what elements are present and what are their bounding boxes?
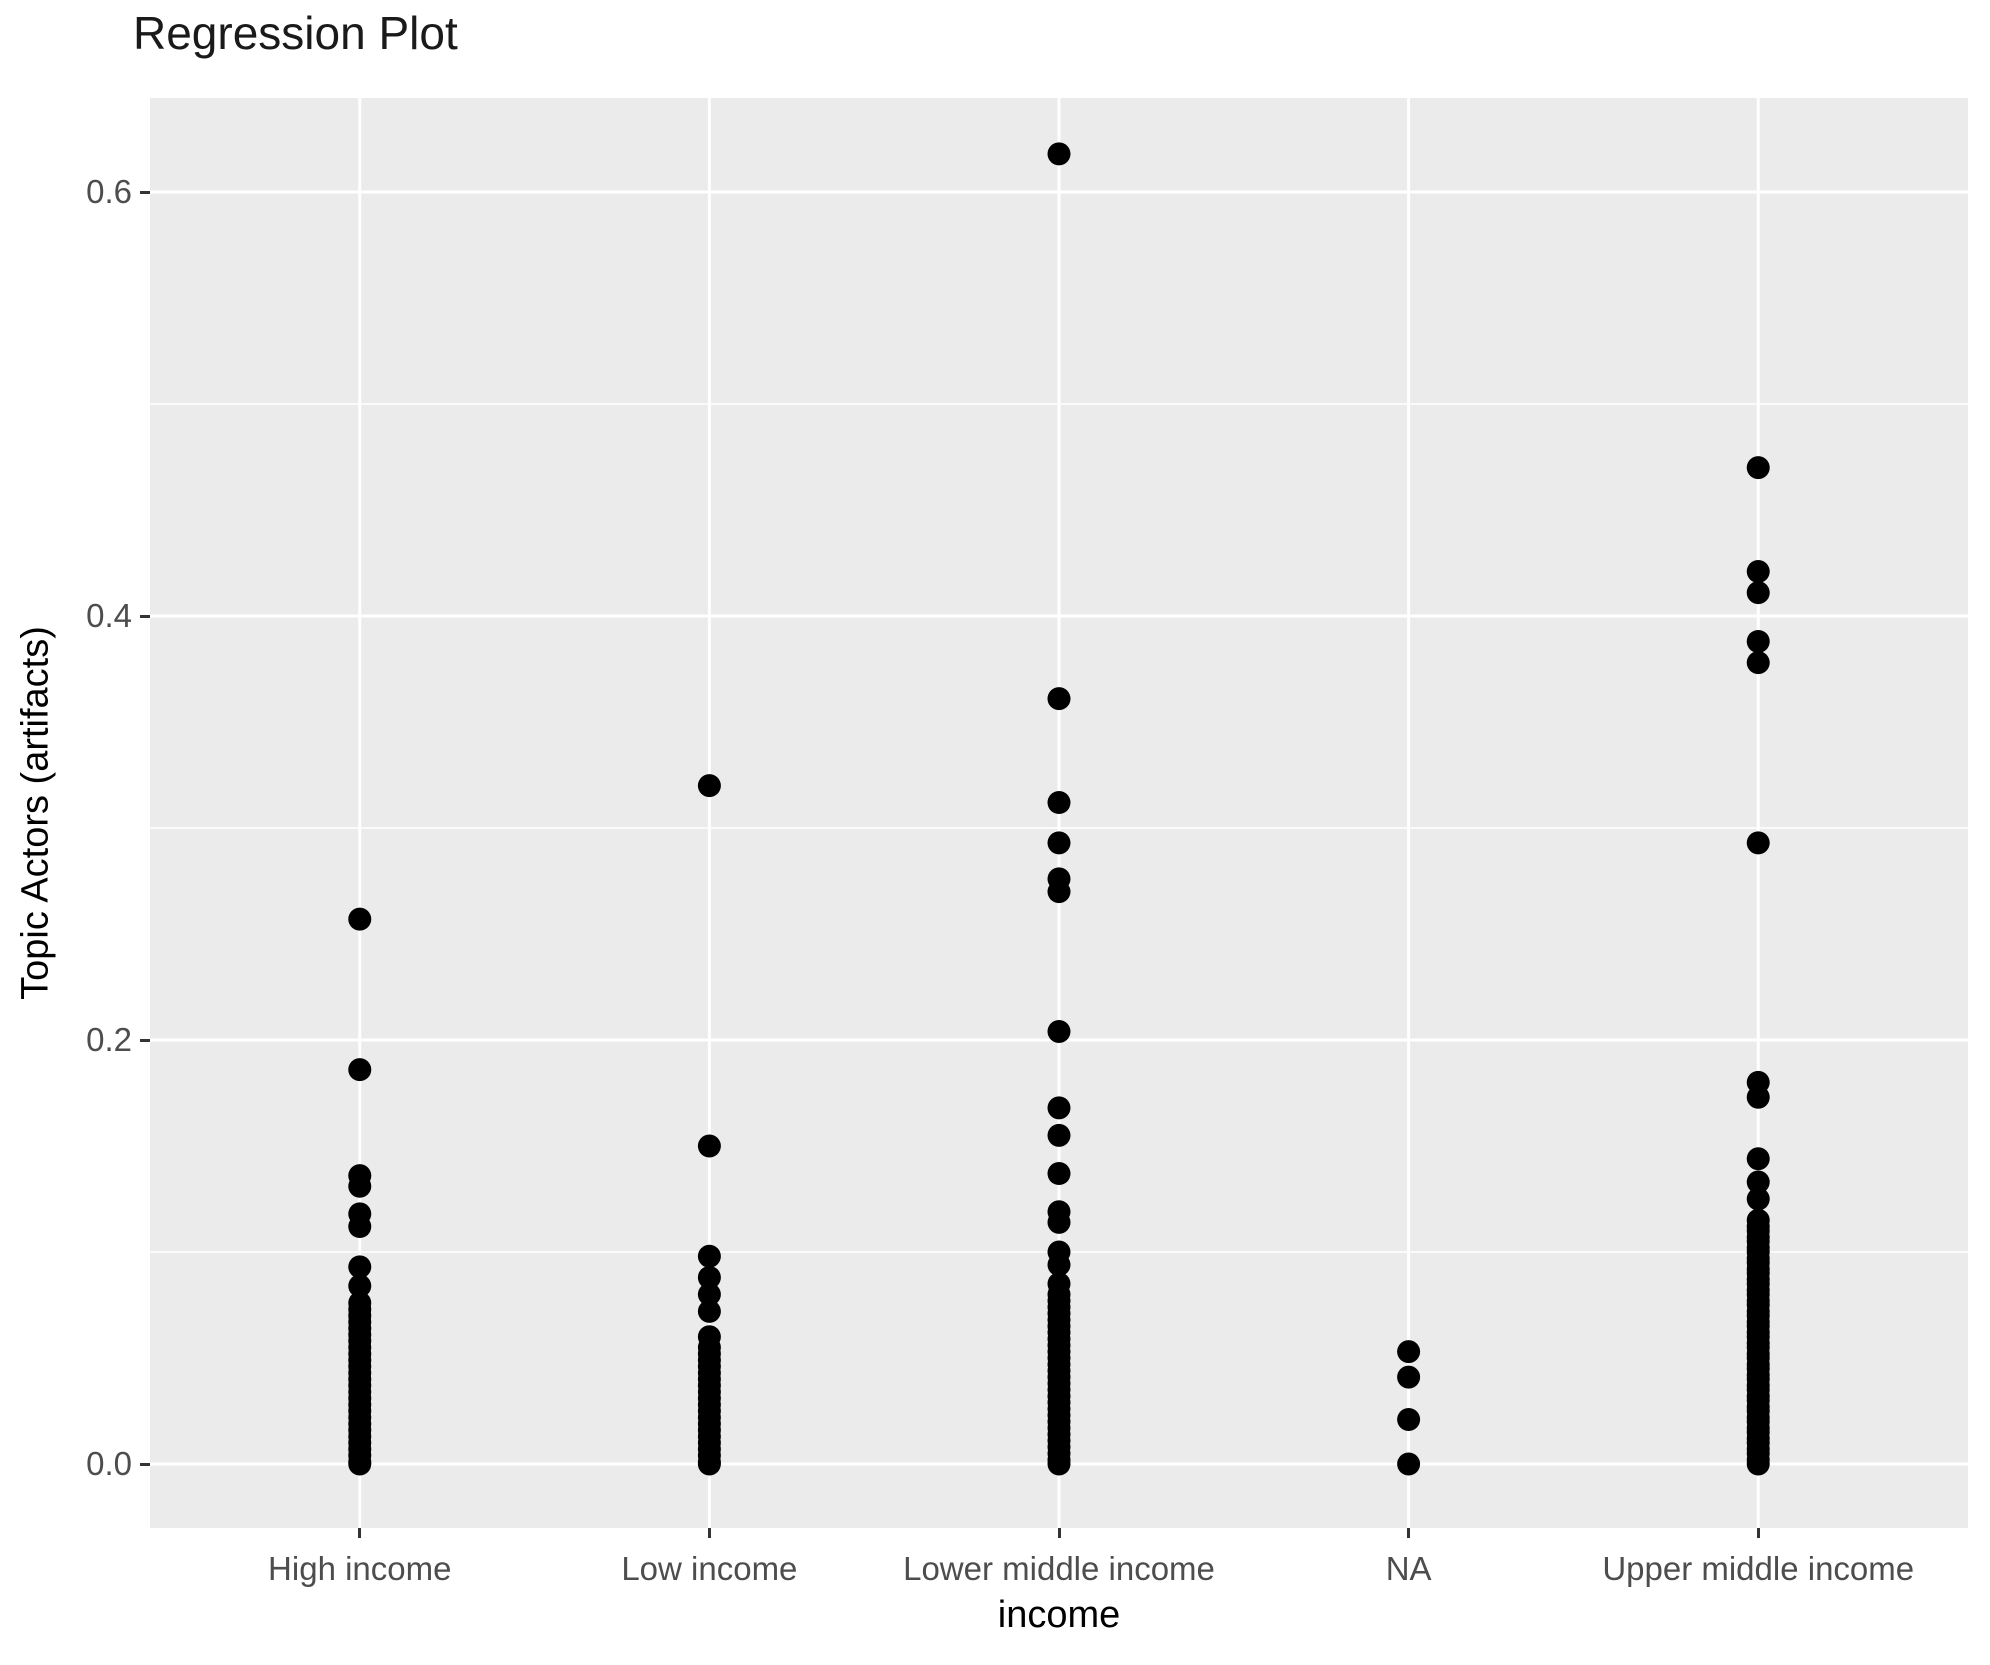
data-point: [348, 1274, 372, 1298]
data-point: [1746, 581, 1770, 605]
data-point: [1047, 1020, 1071, 1044]
x-tick-label: Upper middle income: [1602, 1550, 1915, 1587]
data-point: [697, 1244, 721, 1268]
x-tick-mark: [1407, 1528, 1411, 1538]
plot-title: Regression Plot: [133, 7, 458, 59]
y-tick-mark: [140, 190, 150, 194]
data-point: [697, 1452, 721, 1476]
x-tick-mark: [707, 1528, 711, 1538]
data-point: [348, 1058, 372, 1082]
data-point: [697, 1134, 721, 1158]
data-point: [1746, 1085, 1770, 1109]
y-tick-label: 0.6: [86, 173, 132, 210]
data-point: [348, 907, 372, 931]
data-point: [1047, 1096, 1071, 1120]
data-point: [348, 1215, 372, 1239]
y-tick-label: 0.4: [86, 597, 132, 634]
data-point: [1746, 456, 1770, 480]
data-point: [1746, 1170, 1770, 1194]
y-tick-label: 0.0: [86, 1445, 132, 1482]
data-point: [1746, 651, 1770, 675]
data-point: [1047, 1452, 1071, 1476]
data-point: [1047, 880, 1071, 904]
data-point: [697, 1265, 721, 1289]
data-point: [1746, 1187, 1770, 1211]
data-point: [697, 774, 721, 798]
data-point: [1047, 791, 1071, 815]
y-tick-mark: [140, 614, 150, 618]
data-point: [1397, 1407, 1421, 1431]
x-tick-label: High income: [268, 1550, 452, 1587]
data-point: [1397, 1452, 1421, 1476]
data-point: [1746, 629, 1770, 653]
data-point: [1047, 1253, 1071, 1277]
data-point: [1746, 1147, 1770, 1171]
data-point: [1397, 1340, 1421, 1364]
data-point: [348, 1255, 372, 1279]
data-point: [697, 1299, 721, 1323]
x-tick-label: Lower middle income: [903, 1550, 1215, 1587]
x-tick-label: Low income: [621, 1550, 798, 1587]
x-tick-mark: [1756, 1528, 1760, 1538]
y-axis-title: Topic Actors (artifacts): [14, 626, 57, 1000]
data-point: [1047, 1123, 1071, 1147]
x-tick-label: NA: [1385, 1550, 1432, 1587]
data-point: [1746, 831, 1770, 855]
data-point: [1746, 1452, 1770, 1476]
plot-panel: [150, 98, 1968, 1528]
y-tick-mark: [140, 1038, 150, 1042]
scatter-plot: [150, 98, 1968, 1528]
x-tick-mark: [1057, 1528, 1061, 1538]
data-point: [1047, 1210, 1071, 1234]
data-point: [1047, 687, 1071, 711]
data-point: [348, 1452, 372, 1476]
data-point: [1397, 1365, 1421, 1389]
data-point: [1047, 1162, 1071, 1186]
x-tick-mark: [358, 1528, 362, 1538]
data-point: [1746, 559, 1770, 583]
data-point: [1047, 831, 1071, 855]
y-tick-label: 0.2: [86, 1021, 132, 1058]
data-point: [348, 1174, 372, 1198]
data-point: [1047, 142, 1071, 166]
y-tick-mark: [140, 1462, 150, 1466]
data-point: [697, 1282, 721, 1306]
x-axis-title: income: [997, 1594, 1121, 1636]
